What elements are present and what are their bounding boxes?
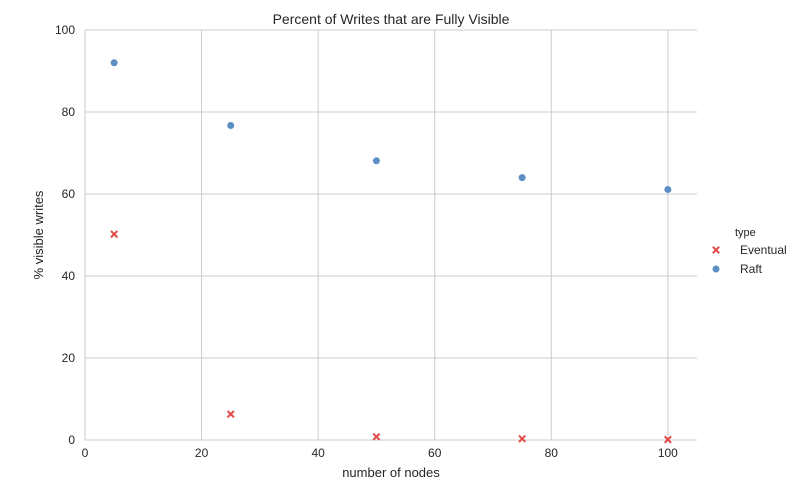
x-tick-label: 40 bbox=[311, 446, 325, 460]
x-tick-label: 60 bbox=[428, 446, 442, 460]
legend-title: type bbox=[735, 227, 756, 239]
y-tick-label: 80 bbox=[62, 105, 76, 119]
legend-label-eventual: Eventual bbox=[740, 243, 787, 257]
x-tick-label: 20 bbox=[195, 446, 209, 460]
raft-point bbox=[110, 59, 118, 67]
y-tick-label: 20 bbox=[62, 351, 76, 365]
eventual-point bbox=[663, 435, 672, 444]
chart-title: Percent of Writes that are Fully Visible bbox=[273, 11, 510, 27]
legend-label-raft: Raft bbox=[740, 262, 763, 276]
eventual-point bbox=[372, 432, 381, 441]
y-tick-label: 40 bbox=[62, 269, 76, 283]
raft-legend-marker bbox=[712, 265, 720, 273]
eventual-point bbox=[518, 434, 527, 443]
axes bbox=[84, 30, 697, 441]
y-tick-label: 0 bbox=[68, 433, 75, 447]
raft-point bbox=[518, 174, 526, 182]
eventual-point bbox=[226, 410, 235, 419]
data-points bbox=[110, 59, 672, 444]
raft-point bbox=[664, 185, 672, 193]
x-tick-labels: 0 20 40 60 80 100 bbox=[82, 446, 679, 460]
x-axis-label: number of nodes bbox=[342, 465, 440, 480]
y-tick-label: 100 bbox=[55, 23, 75, 37]
y-tick-label: 60 bbox=[62, 187, 76, 201]
eventual-legend-marker bbox=[712, 246, 720, 254]
x-tick-label: 80 bbox=[545, 446, 559, 460]
raft-point bbox=[227, 122, 235, 130]
raft-point bbox=[372, 157, 380, 165]
y-tick-labels: 0 20 40 60 80 100 bbox=[55, 23, 75, 447]
legend: type Eventual Raft bbox=[712, 227, 787, 276]
x-tick-label: 100 bbox=[658, 446, 678, 460]
grid bbox=[85, 29, 697, 440]
y-axis-label: % visible writes bbox=[31, 190, 46, 279]
x-tick-label: 0 bbox=[82, 446, 89, 460]
eventual-point bbox=[110, 230, 119, 239]
